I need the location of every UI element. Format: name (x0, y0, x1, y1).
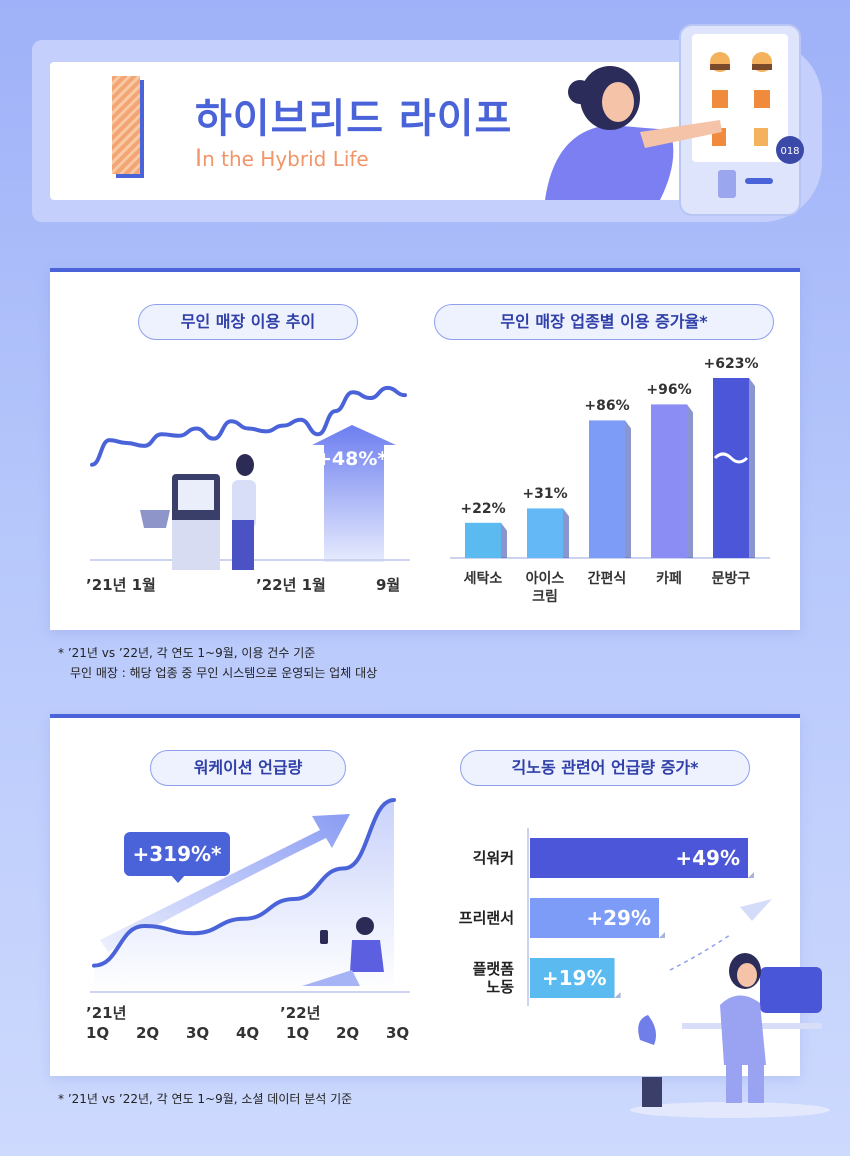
quarter-label-5: 2Q (336, 1024, 360, 1042)
hbar-value-label: +29% (586, 906, 652, 930)
quarter-label-2: 3Q (186, 1024, 210, 1042)
bar-value-label: +96% (646, 382, 692, 399)
growth-arrow (312, 425, 396, 562)
hbar-value-label: +49% (675, 846, 740, 870)
page-subtitle: In the Hybrid Life (195, 144, 369, 172)
bar-3 (651, 404, 687, 558)
bar-4 (713, 378, 749, 558)
subtitle-rest: n the Hybrid Life (202, 147, 369, 171)
bar-2 (589, 420, 625, 558)
workation-area-fill (94, 800, 394, 992)
hbar-category-label: 긱워커 (472, 849, 514, 867)
bar-side-2 (625, 420, 631, 558)
year-label-21: ’21년 (86, 1004, 127, 1022)
growth-label-pointer (170, 874, 186, 883)
workation-growth-label: +319%* (124, 832, 230, 876)
kiosk-screen (692, 34, 788, 162)
subtitle-initial: I (195, 144, 203, 172)
chart-unmanned-trend (90, 385, 410, 570)
workation-growth-arrow (100, 814, 350, 952)
bar-side-0 (501, 522, 507, 558)
quarter-label-4: 1Q (286, 1024, 310, 1042)
shopper-head (236, 454, 254, 476)
hbar-2 (530, 958, 615, 998)
page-title: 하이브리드 라이프 (195, 96, 513, 142)
man-body (350, 940, 384, 972)
monitor-icon (760, 967, 822, 1013)
trend-x-label-end: 9월 (376, 576, 401, 594)
kiosk-woman-illustration: 018 (545, 24, 804, 216)
hbar-0 (530, 838, 748, 878)
chart-category-growth (450, 378, 770, 559)
woman-face (602, 82, 634, 122)
trend-x-label-start: ’21년 1월 (86, 576, 156, 594)
note2-line1: * ’21년 vs ’22년, 각 연도 1~9월, 소셜 데이터 분석 기준 (58, 1092, 353, 1106)
bar-side-1 (563, 508, 569, 558)
title-accent-stripes (112, 76, 140, 174)
remote-worker-illustration (630, 899, 830, 1118)
bar-1 (527, 508, 563, 558)
pill-unmanned-trend: 무인 매장 이용 추이 (138, 304, 358, 340)
hbar-value-label: +19% (541, 966, 607, 990)
man-legs (302, 970, 360, 986)
bar-category-label: 세탁소 (463, 571, 503, 587)
bar-side-3 (687, 404, 693, 558)
quarter-label-0: 1Q (86, 1024, 110, 1042)
bar-side-4 (749, 378, 755, 558)
chart-workation-mentions (90, 798, 410, 993)
paper-plane-icon (740, 899, 772, 921)
chart-gig-mentions (527, 828, 754, 1006)
hbar-1 (530, 898, 660, 938)
bar-value-label: +31% (522, 486, 568, 503)
woman-body (545, 125, 674, 200)
plant-icon (638, 1015, 656, 1045)
year-label-22: ’22년 (280, 1004, 321, 1022)
kiosk-tag-badge (776, 136, 804, 164)
bar-category-label: 문방구 (711, 571, 751, 587)
pill-unmanned-category-growth: 무인 매장 업종별 이용 증가율* (434, 304, 774, 340)
quarter-label-6: 3Q (386, 1024, 410, 1042)
bar-category-label: 간편식 (587, 571, 627, 587)
worker-body (720, 995, 766, 1065)
quarter-label-1: 2Q (136, 1024, 160, 1042)
phone-icon (320, 930, 328, 944)
kiosk-tag-text: 018 (780, 146, 799, 157)
hbar-category-label: 프리랜서 (458, 909, 514, 927)
note1-line2: 무인 매장 : 해당 업종 중 무인 시스템으로 운영되는 업체 대상 (70, 666, 378, 680)
trend-growth-label: +48%* (316, 448, 388, 470)
woman-arm (640, 120, 722, 148)
bar-value-label: +86% (584, 398, 630, 415)
axis-break-mark (713, 452, 749, 464)
note1-line1: * ’21년 vs ’22년, 각 연도 1~9월, 이용 건수 기준 (58, 646, 316, 660)
bar-category-label: 카페 (656, 571, 682, 587)
quarter-label-3: 4Q (236, 1024, 260, 1042)
basket-icon (140, 510, 170, 528)
shopper-legs (232, 520, 254, 570)
pill-workation-mentions: 워케이션 언급량 (150, 750, 346, 786)
bar-value-label: +623% (703, 356, 759, 372)
hbar-category-label: 플랫폼 노동 (472, 960, 514, 996)
shopper-body (232, 480, 256, 528)
man-head (356, 917, 374, 935)
bar-category-label: 아이스 크림 (525, 571, 565, 605)
bar-value-label: +22% (460, 500, 506, 517)
trend-x-label-mid: ’22년 1월 (256, 576, 326, 594)
worker-face (737, 963, 757, 987)
pill-gig-mentions-growth: 긱노동 관련어 언급량 증가* (460, 750, 750, 786)
bar-0 (465, 522, 501, 558)
